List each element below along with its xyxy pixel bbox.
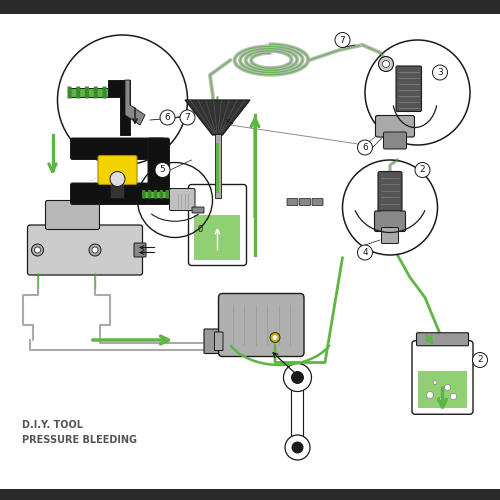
FancyBboxPatch shape	[148, 138, 170, 204]
Circle shape	[335, 32, 350, 48]
Text: 4: 4	[362, 248, 368, 257]
FancyBboxPatch shape	[46, 200, 100, 230]
Circle shape	[92, 247, 98, 253]
Polygon shape	[108, 80, 130, 135]
Circle shape	[378, 56, 394, 72]
FancyBboxPatch shape	[374, 211, 406, 232]
FancyBboxPatch shape	[154, 190, 158, 198]
FancyBboxPatch shape	[192, 207, 204, 213]
FancyBboxPatch shape	[396, 66, 421, 112]
Circle shape	[272, 335, 278, 340]
Circle shape	[358, 245, 372, 260]
FancyBboxPatch shape	[214, 134, 220, 198]
Circle shape	[382, 60, 390, 68]
Circle shape	[285, 435, 310, 460]
Text: 2: 2	[420, 166, 426, 174]
FancyBboxPatch shape	[214, 332, 223, 350]
FancyBboxPatch shape	[70, 138, 164, 160]
Polygon shape	[68, 88, 108, 98]
FancyBboxPatch shape	[204, 329, 218, 353]
FancyBboxPatch shape	[28, 225, 142, 275]
Circle shape	[438, 398, 442, 402]
Circle shape	[415, 162, 430, 178]
FancyBboxPatch shape	[378, 172, 402, 216]
Text: 0: 0	[198, 226, 202, 234]
FancyBboxPatch shape	[85, 86, 89, 99]
Text: 5: 5	[160, 166, 166, 174]
Circle shape	[291, 371, 304, 384]
FancyBboxPatch shape	[76, 86, 80, 99]
Circle shape	[292, 442, 304, 454]
FancyBboxPatch shape	[148, 190, 152, 198]
FancyBboxPatch shape	[170, 188, 195, 210]
FancyBboxPatch shape	[287, 198, 298, 205]
FancyBboxPatch shape	[68, 86, 71, 99]
Circle shape	[426, 392, 434, 398]
FancyBboxPatch shape	[376, 116, 414, 137]
FancyBboxPatch shape	[98, 156, 137, 184]
Text: 6: 6	[164, 113, 170, 122]
Text: 6: 6	[362, 143, 368, 152]
Circle shape	[155, 162, 170, 178]
FancyBboxPatch shape	[194, 215, 240, 260]
FancyBboxPatch shape	[300, 198, 310, 205]
Polygon shape	[185, 100, 250, 135]
Text: 3: 3	[437, 68, 443, 77]
Circle shape	[34, 247, 40, 253]
FancyBboxPatch shape	[412, 341, 473, 414]
FancyBboxPatch shape	[102, 86, 106, 99]
Circle shape	[110, 172, 125, 186]
Circle shape	[433, 380, 437, 384]
Polygon shape	[142, 191, 170, 198]
Circle shape	[472, 352, 488, 368]
FancyBboxPatch shape	[70, 183, 164, 204]
Circle shape	[160, 110, 175, 125]
FancyBboxPatch shape	[0, 0, 500, 14]
Circle shape	[270, 332, 280, 342]
Text: PRESSURE BLEEDING: PRESSURE BLEEDING	[22, 435, 138, 445]
FancyBboxPatch shape	[142, 190, 146, 198]
Text: D.I.Y. TOOL: D.I.Y. TOOL	[22, 420, 84, 430]
FancyBboxPatch shape	[0, 489, 500, 500]
Circle shape	[432, 65, 448, 80]
Circle shape	[444, 384, 450, 390]
FancyBboxPatch shape	[94, 86, 98, 99]
FancyBboxPatch shape	[384, 132, 406, 149]
Polygon shape	[125, 80, 145, 125]
FancyBboxPatch shape	[166, 190, 169, 198]
FancyBboxPatch shape	[312, 198, 323, 205]
FancyBboxPatch shape	[160, 190, 163, 198]
FancyBboxPatch shape	[110, 156, 124, 198]
FancyBboxPatch shape	[188, 184, 246, 266]
Circle shape	[284, 364, 312, 392]
Circle shape	[450, 393, 457, 400]
FancyBboxPatch shape	[382, 228, 398, 244]
Text: 7: 7	[340, 36, 345, 44]
FancyBboxPatch shape	[218, 294, 304, 356]
Circle shape	[32, 244, 44, 256]
Circle shape	[358, 140, 372, 155]
FancyBboxPatch shape	[292, 378, 304, 452]
FancyBboxPatch shape	[416, 333, 469, 346]
Circle shape	[180, 110, 195, 125]
FancyBboxPatch shape	[216, 142, 219, 192]
FancyBboxPatch shape	[134, 243, 146, 257]
FancyBboxPatch shape	[418, 371, 467, 408]
Text: 7: 7	[184, 113, 190, 122]
Circle shape	[89, 244, 101, 256]
Text: 2: 2	[477, 356, 483, 364]
